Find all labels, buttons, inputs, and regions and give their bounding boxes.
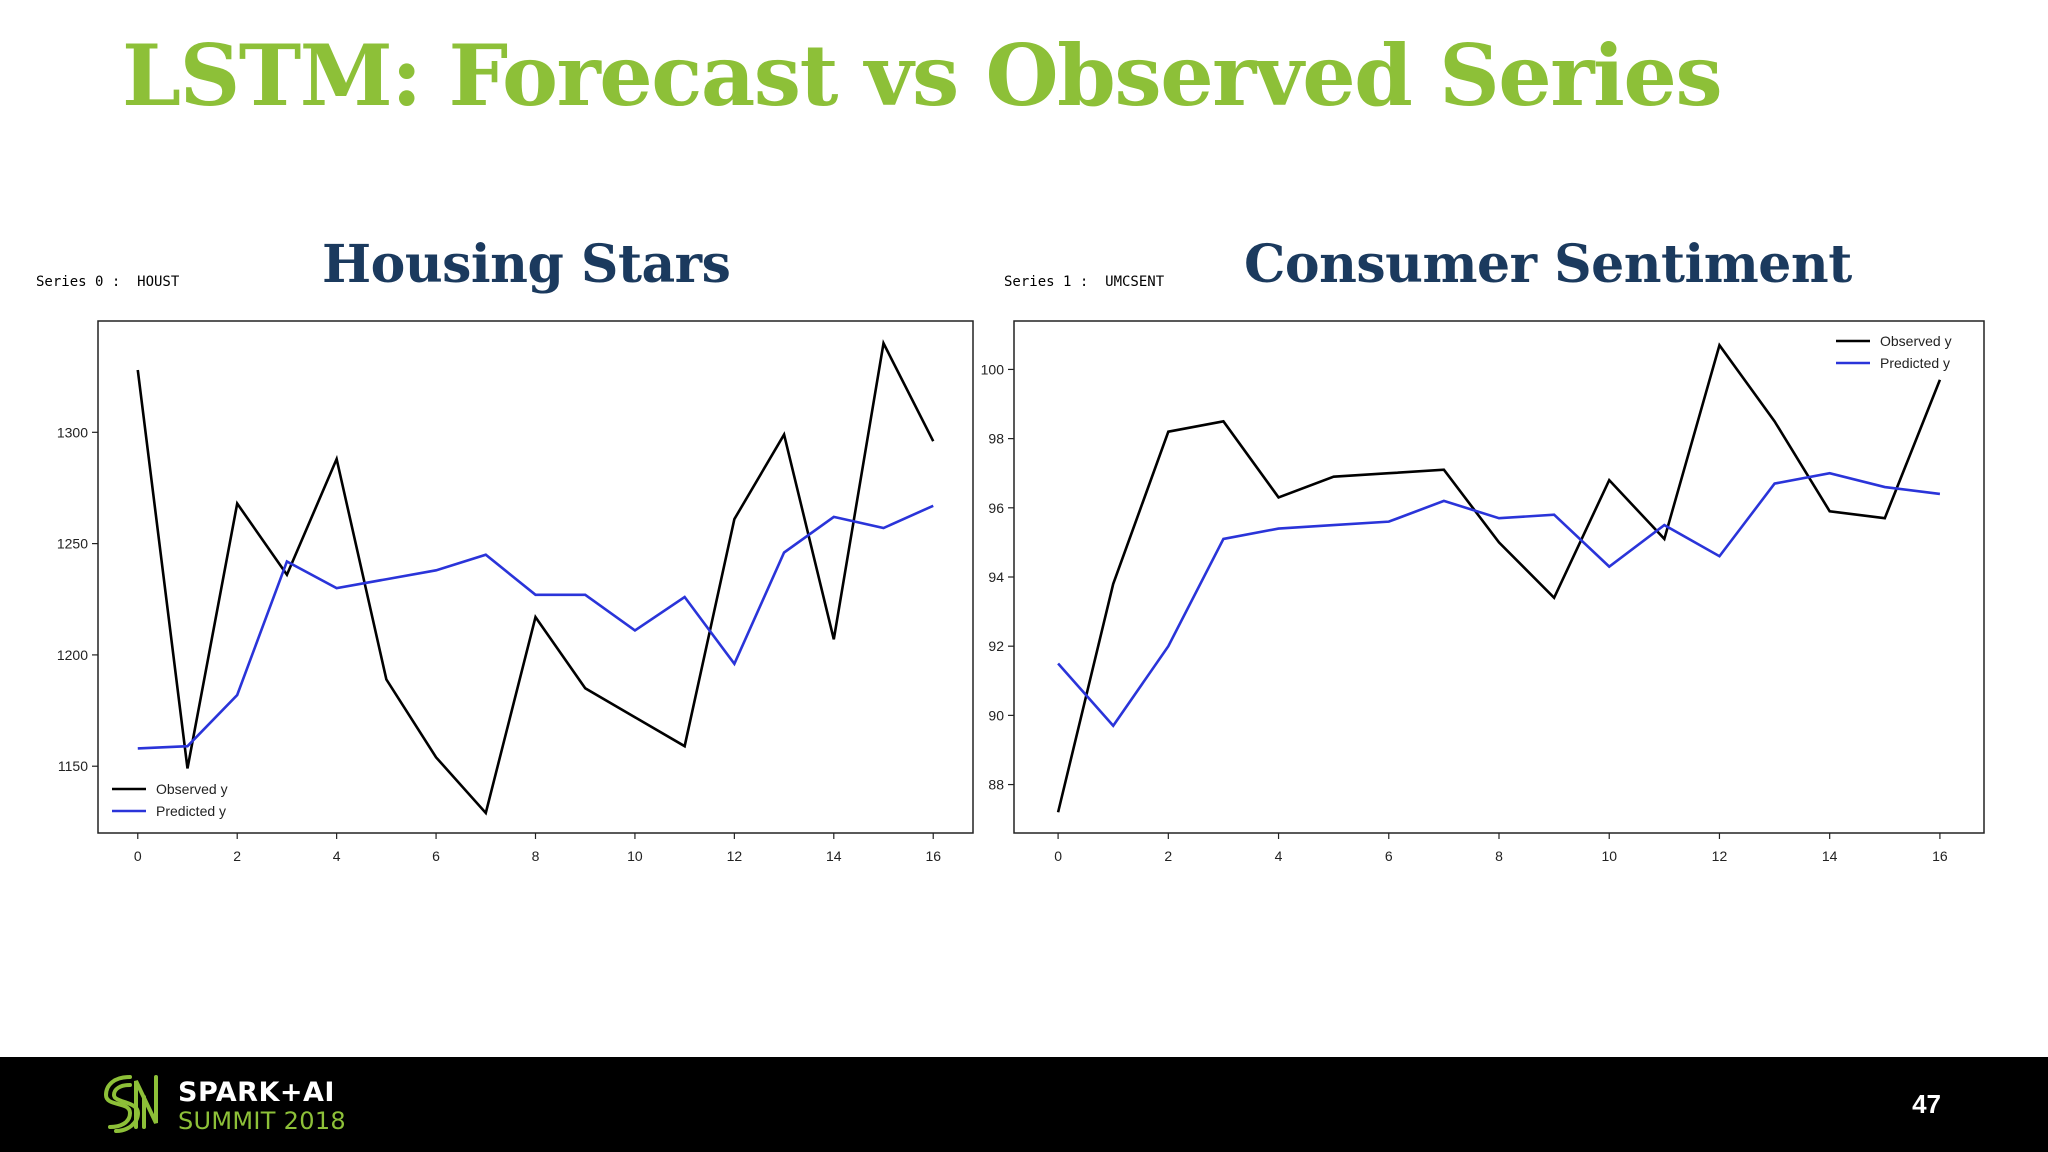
x-tick-label: 14: [826, 848, 842, 864]
x-tick-label: 2: [1164, 848, 1172, 864]
plot-frame: [1013, 320, 1985, 834]
y-tick-label: 96: [988, 500, 1004, 516]
series-1-label: Series 1 : UMCSENT: [1004, 274, 1165, 290]
housing-starts-chart: 0 2 4 6 8 10 12 14 16 1150 1200 1250 1300 Observed y P…: [57, 320, 974, 864]
x-tick-label: 6: [1385, 848, 1393, 864]
slide-title: LSTM: Forecast vs Observed Series: [122, 26, 1723, 125]
consumer-sentiment-chart: 0 2 4 6 8 10 12 14 16 88 90 92 94 96 98 100 Observed y Pr…: [981, 320, 1985, 864]
footer-bar: SPARK+AI SUMMIT 2018 47: [0, 1057, 2048, 1152]
y-tick-label: 90: [988, 707, 1004, 723]
x-tick-label: 6: [432, 848, 440, 864]
y-tick-label: 1200: [57, 647, 88, 663]
legend: Observed y Predicted y: [112, 781, 228, 819]
series-line-predicted: [137, 504, 934, 750]
logo-text-summit: SUMMIT 2018: [178, 1107, 346, 1135]
x-tick-label: 8: [1495, 848, 1503, 864]
x-tick-label: 14: [1822, 848, 1838, 864]
x-tick-label: 16: [1932, 848, 1948, 864]
plot-frame: [97, 320, 974, 834]
series-line-observed: [136, 339, 935, 816]
page-number: 47: [1912, 1089, 1941, 1119]
chart-0-heading: Housing Stars: [322, 234, 731, 295]
x-tick-label: 10: [1601, 848, 1617, 864]
legend: Observed y Predicted y: [1836, 333, 1952, 371]
x-tick-label: 4: [1275, 848, 1283, 864]
x-tick-label: 8: [532, 848, 540, 864]
y-tick-label: 1300: [57, 424, 88, 440]
x-tick-label: 12: [1712, 848, 1728, 864]
x-tick-label: 10: [627, 848, 643, 864]
x-tick-label: 4: [333, 848, 341, 864]
series-0-label: Series 0 : HOUST: [36, 274, 180, 290]
legend-label: Predicted y: [1880, 355, 1950, 371]
series-line-predicted: [1057, 471, 1941, 728]
y-tick-label: 1150: [58, 758, 88, 774]
x-tick-label: 16: [925, 848, 941, 864]
legend-label: Observed y: [1880, 333, 1952, 349]
y-tick-label: 100: [981, 361, 1005, 377]
y-tick-label: 98: [988, 431, 1004, 447]
spark-ai-logo-icon: [103, 1075, 158, 1133]
legend-label: Predicted y: [156, 803, 226, 819]
chart-1-heading: Consumer Sentiment: [1244, 234, 1852, 295]
x-tick-label: 0: [1054, 848, 1062, 864]
legend-label: Observed y: [156, 781, 228, 797]
x-tick-label: 12: [727, 848, 743, 864]
x-tick-label: 2: [233, 848, 241, 864]
x-tick-label: 0: [134, 848, 142, 864]
logo-text-spark-ai: SPARK+AI: [178, 1077, 335, 1108]
y-tick-label: 88: [988, 777, 1004, 793]
y-tick-label: 1250: [57, 536, 88, 552]
y-tick-label: 94: [988, 569, 1004, 585]
series-line-observed: [1056, 342, 1942, 813]
y-tick-label: 92: [988, 638, 1004, 654]
